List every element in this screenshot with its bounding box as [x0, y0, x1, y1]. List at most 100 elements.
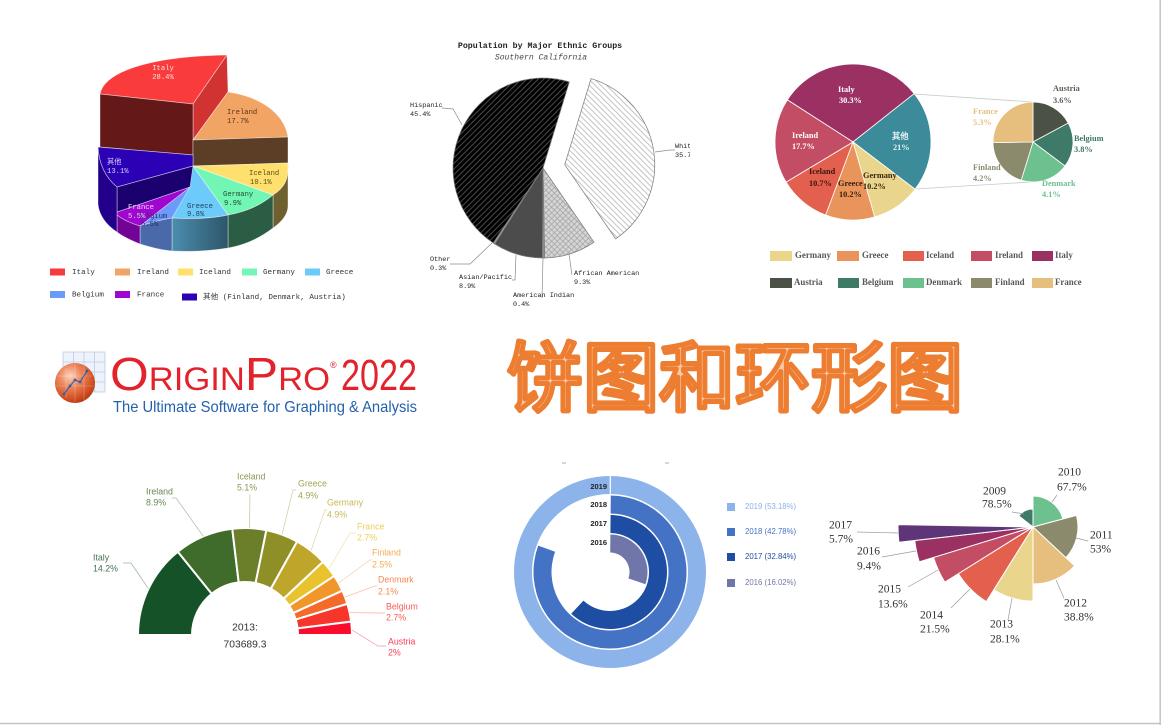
legend-label-2016: 2016 (16.02%): [745, 578, 797, 587]
ring-label-2017: 2017: [590, 519, 607, 528]
label-greece-name: Greece: [838, 179, 863, 188]
label-2017-name: 2017: [829, 520, 852, 532]
legend-label-belgium: Belgium: [862, 277, 894, 287]
slice-austria: [1032, 101, 1069, 143]
label-greece-name: Greece: [298, 478, 327, 488]
label-finland-name: Finland: [973, 163, 1001, 172]
legend-label-iceland: Iceland: [926, 250, 954, 260]
label-2014-name: 2014: [920, 610, 943, 622]
legend-swatch-belgium: [838, 278, 859, 288]
label-greece-name: Greece: [187, 203, 213, 211]
leader-2015: [907, 569, 939, 588]
connector-bottom: [914, 181, 1041, 190]
legend-swatch-iceland: [178, 268, 193, 276]
slice-france: [992, 101, 1034, 144]
leader-2010: [1051, 494, 1058, 503]
logo-tagline: The Ultimate Software for Graphing & Ana…: [113, 399, 417, 416]
legend-label-ireland: Ireland: [137, 269, 169, 277]
legend-swatch-2018: [727, 528, 735, 536]
legend-swatch-italy: [1032, 251, 1053, 261]
legend-swatch-austria: [770, 278, 792, 288]
legend-swatch-belgium: [50, 291, 65, 298]
half-donut-slices: [136, 527, 354, 636]
label-germany-name: Germany: [863, 171, 897, 180]
label-greece-pct: 9.8%: [187, 211, 205, 219]
slice-ireland: [774, 99, 854, 183]
label-white-name: White: [675, 143, 695, 151]
legend-swatch-germany: [770, 251, 792, 261]
ring-2017: [571, 515, 667, 629]
label-belgium-name: Belgium: [386, 601, 418, 611]
leader-hispanic: [441, 107, 463, 126]
slice-hispanic: [452, 77, 570, 244]
pie-3d-legend: Italy Ireland Iceland Germany Greece Bel…: [50, 268, 354, 302]
label-iceland-pct: 10.1%: [250, 179, 272, 187]
pie-of-pie-labels: Italy 30.3% 其他 21% Germany 10.2% Greece …: [792, 84, 1104, 199]
slice-austria: [296, 620, 354, 636]
pie-secondary-slices: [992, 101, 1074, 183]
legend-label-greece: Greece: [326, 269, 354, 277]
leader-france: [328, 532, 356, 569]
label-2015-name: 2015: [878, 584, 901, 596]
leader-italy: [123, 562, 149, 589]
label-germany-name: Germany: [327, 497, 364, 507]
legend-swatch-germany: [242, 268, 257, 276]
leader-african-american: [568, 253, 573, 276]
label-austria-pct: 2%: [388, 647, 401, 657]
logo-version: 2022: [341, 351, 417, 400]
legend-swatch-finland: [971, 278, 992, 288]
label-france-pct: 5.3%: [973, 118, 992, 127]
label-2009-name: 2009: [983, 486, 1006, 498]
leader-2012: [1055, 579, 1065, 599]
label-italy-name: Italy: [838, 85, 855, 94]
label-austria-pct: 3.6%: [1053, 96, 1072, 105]
legend-swatch-france: [1032, 278, 1053, 288]
label-iceland-pct: 10.7%: [809, 179, 832, 188]
legend-swatch-italy: [50, 268, 65, 276]
ring-label-2018: 2018: [590, 500, 607, 509]
label-finland-pct: 4.2%: [973, 174, 992, 183]
label-france-pct: 5.5%: [128, 213, 146, 221]
radial-legend: 2019 (53.18%) 2018 (42.78%) 2017 (32.84%…: [727, 502, 797, 587]
label-ireland-name: Ireland: [146, 486, 173, 496]
leader-white: [654, 149, 675, 153]
label-2011-name: 2011: [1090, 530, 1113, 542]
label-2014-pct: 21.5%: [920, 624, 950, 636]
label-ireland-name: Ireland: [227, 109, 257, 117]
label-italy-pct: 28.4%: [152, 74, 174, 82]
rose-leader-lines: [856, 494, 1089, 621]
slice-2017: [897, 524, 1034, 543]
legend-swatch-greece: [305, 268, 320, 276]
leader-ireland: [172, 497, 204, 537]
slice-finland: [992, 141, 1034, 181]
leader-asian-pacific: [512, 254, 517, 281]
label-2010-pct: 67.7%: [1057, 482, 1087, 494]
legend-label-2017: 2017 (32.84%): [745, 552, 797, 561]
logo-brand-name: OriginPro: [110, 348, 330, 400]
slice-denmark: [1020, 141, 1066, 183]
label-2016-name: 2016: [857, 546, 880, 558]
legend-label-ireland: Ireland: [995, 250, 1023, 260]
label-finland-pct: 2.5%: [372, 559, 392, 569]
label-other-pct: 0.3%: [430, 265, 447, 273]
leader-2009: [1011, 511, 1025, 515]
label-2012-pct: 38.8%: [1064, 612, 1094, 624]
legend-swatch-2019: [727, 503, 735, 511]
rose-slices: [897, 495, 1079, 603]
slice-germany-front: [227, 194, 274, 249]
leader-germany: [310, 509, 327, 551]
label-austria-name: Austria: [1053, 84, 1081, 93]
label-other-name: 其他: [107, 157, 121, 167]
slice-ireland-front: [192, 136, 289, 167]
slice-belgium-front: [139, 217, 173, 252]
label-2010-name: 2010: [1058, 467, 1081, 479]
label-ireland-name: Ireland: [792, 131, 819, 140]
page-title: 饼图和环形图: [507, 334, 963, 423]
leader-2017: [856, 531, 899, 534]
label-2017-pct: 5.7%: [829, 534, 853, 546]
slice-greece-front: [171, 214, 229, 252]
slice-ireland-top: [192, 91, 289, 141]
ring-label-2019: 2019: [590, 482, 607, 491]
legend-label-2018: 2018 (42.78%): [745, 527, 797, 536]
